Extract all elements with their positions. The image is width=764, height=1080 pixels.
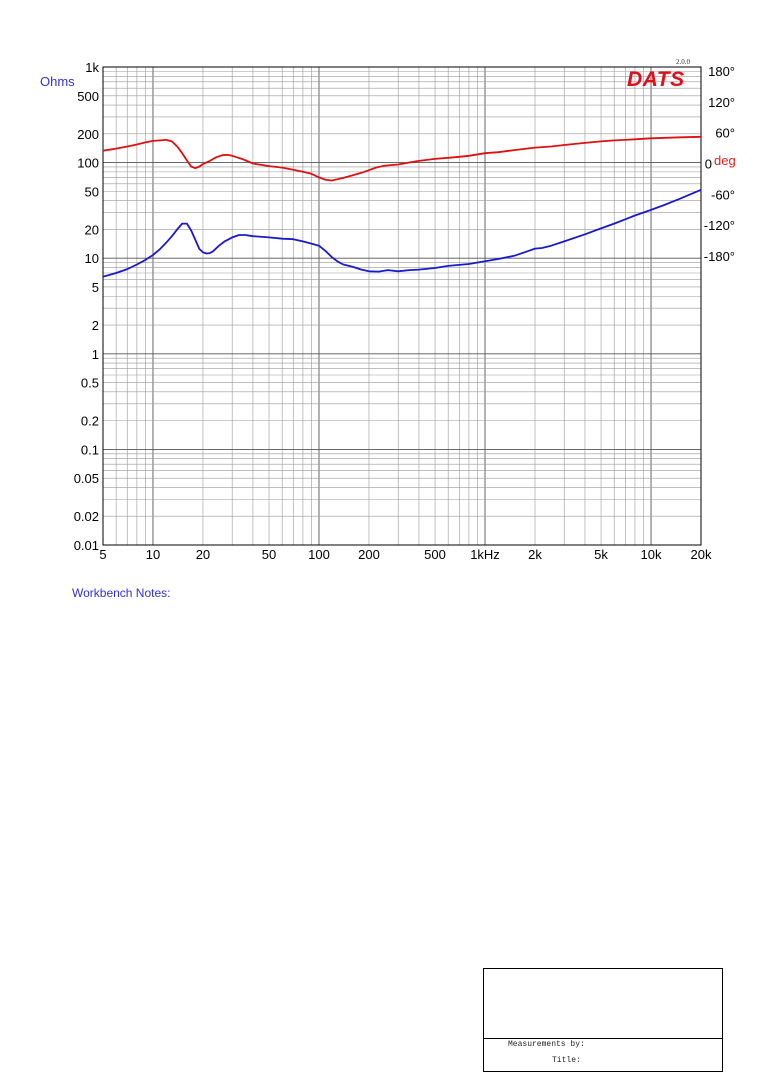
- x-tick-label: 500: [424, 547, 446, 562]
- x-tick-label: 20: [196, 547, 210, 562]
- y-tick-label: 0.05: [74, 471, 99, 486]
- x-tick-label: 5k: [594, 547, 608, 562]
- x-tick-label: 10k: [641, 547, 662, 562]
- dats-logo: DATS: [627, 68, 685, 91]
- y-tick-label: 0.1: [81, 442, 99, 457]
- x-tick-label: 2k: [528, 547, 542, 562]
- y-axis-label: Ohms: [40, 74, 75, 89]
- plot-frame: [102, 66, 702, 546]
- x-tick-label: 20k: [691, 547, 712, 562]
- measurements-by-label: Measurements by:: [508, 1040, 585, 1049]
- y2-axis-label: deg: [714, 153, 736, 168]
- y-tick-label: 50: [85, 184, 99, 199]
- x-tick-label: 100: [308, 547, 330, 562]
- y2-tick-label: 120°: [708, 95, 735, 110]
- y2-tick-label: 180°: [708, 64, 735, 79]
- y-tick-label: 500: [77, 89, 99, 104]
- title-block-divider: [484, 1038, 722, 1039]
- x-tick-label: 200: [358, 547, 380, 562]
- title-block: Measurements by: Title:: [483, 968, 723, 1072]
- chart-grid: [103, 67, 701, 545]
- chart-series: [102, 135, 702, 278]
- y-tick-label: 200: [77, 127, 99, 142]
- y2-tick-label: 60°: [715, 126, 735, 141]
- x-tick-label: 10: [146, 547, 160, 562]
- impedance-curve: [102, 188, 702, 278]
- y2-tick-label: -120°: [704, 218, 735, 233]
- y-tick-label: 1k: [85, 60, 99, 75]
- title-label: Title:: [552, 1056, 581, 1065]
- workbench-notes-label: Workbench Notes:: [72, 586, 171, 600]
- y-tick-label: 5: [92, 280, 99, 295]
- y-tick-labels: 1k 500 200 100 50 20 10 5 2 1 0.5 0.2 0.1 0.05 0.02 0.0…: [74, 60, 100, 553]
- impedance-chart: 5 10 20 50 100 200 500 1kHz 2k 5k 10k 20k 1k5002001…: [40, 58, 736, 562]
- y-tick-label: 20: [85, 222, 99, 237]
- y-tick-label: 1: [92, 347, 99, 362]
- logo-version: 2.0.0: [676, 58, 691, 66]
- y-tick-label: 0.01: [74, 538, 99, 553]
- x-tick-labels: 5 10 20 50 100 200 500 1kHz 2k 5k 10k 20k: [99, 547, 712, 562]
- y-tick-label: 0.02: [74, 509, 99, 524]
- x-tick-label: 1kHz: [470, 547, 500, 562]
- y-tick-label: 2: [92, 318, 99, 333]
- y-tick-label: 100: [77, 156, 99, 171]
- y2-tick-labels: 180° 120° 60° 0 -60° -120° -180°: [704, 64, 735, 264]
- y-tick-label: 10: [85, 251, 99, 266]
- y-tick-label: 0.2: [81, 414, 99, 429]
- x-tick-label: 5: [99, 547, 106, 562]
- y2-tick-label: -60°: [711, 187, 735, 202]
- x-tick-label: 50: [262, 547, 276, 562]
- y2-tick-label: -180°: [704, 249, 735, 264]
- phase-curve: [102, 135, 702, 182]
- y2-tick-label: 0: [705, 157, 712, 172]
- y-tick-label: 0.5: [81, 376, 99, 391]
